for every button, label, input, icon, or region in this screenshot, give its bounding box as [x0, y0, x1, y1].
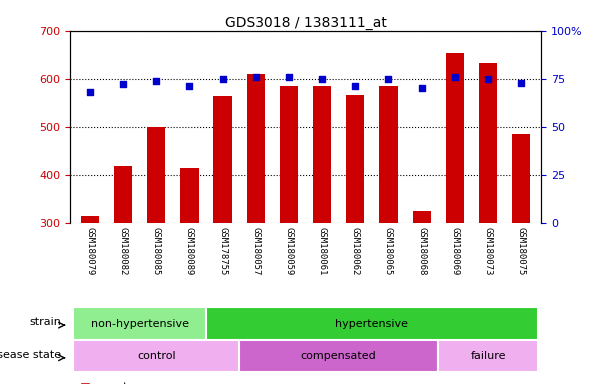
Point: [284, 74, 294, 80]
Point: [317, 76, 327, 82]
Text: GSM178755: GSM178755: [218, 227, 227, 275]
Text: disease state: disease state: [0, 349, 61, 359]
Point: [251, 74, 261, 80]
Bar: [346, 94, 364, 223]
Text: GSM180089: GSM180089: [185, 227, 194, 275]
Text: GSM180059: GSM180059: [285, 227, 294, 275]
Bar: [446, 53, 464, 223]
Text: compensated: compensated: [301, 351, 376, 361]
Point: [483, 76, 493, 82]
Bar: [313, 86, 331, 223]
Bar: [81, 215, 99, 223]
Text: GSM180082: GSM180082: [119, 227, 128, 275]
Point: [450, 74, 460, 80]
Text: GSM180073: GSM180073: [483, 227, 492, 275]
Text: GSM180085: GSM180085: [152, 227, 161, 275]
Bar: [280, 86, 298, 223]
Point: [350, 83, 360, 89]
Point: [516, 79, 526, 86]
Text: strain: strain: [30, 317, 61, 327]
Point: [218, 76, 227, 82]
Text: GSM180057: GSM180057: [251, 227, 260, 275]
Point: [151, 78, 161, 84]
Bar: [239, 340, 438, 372]
Bar: [247, 74, 265, 223]
Bar: [479, 63, 497, 223]
Text: GSM180069: GSM180069: [451, 227, 459, 275]
Text: GSM180079: GSM180079: [85, 227, 94, 275]
Bar: [180, 167, 198, 223]
Text: GSM180061: GSM180061: [317, 227, 326, 275]
Title: GDS3018 / 1383111_at: GDS3018 / 1383111_at: [224, 16, 387, 30]
Bar: [438, 340, 538, 372]
Text: GSM180065: GSM180065: [384, 227, 393, 275]
Point: [118, 81, 128, 88]
Point: [384, 76, 393, 82]
Text: GSM180062: GSM180062: [351, 227, 360, 275]
Bar: [73, 340, 239, 372]
Bar: [512, 134, 530, 223]
Legend: count, percentile rank within the sample: count, percentile rank within the sample: [75, 378, 289, 384]
Bar: [114, 166, 132, 223]
Bar: [213, 96, 232, 223]
Text: hypertensive: hypertensive: [336, 318, 409, 329]
Text: GSM180075: GSM180075: [517, 227, 526, 275]
Bar: [73, 307, 206, 340]
Text: GSM180068: GSM180068: [417, 227, 426, 275]
Text: failure: failure: [470, 351, 506, 361]
Bar: [379, 86, 398, 223]
Bar: [206, 307, 538, 340]
Point: [184, 83, 194, 89]
Text: non-hypertensive: non-hypertensive: [91, 318, 188, 329]
Point: [85, 89, 95, 95]
Bar: [147, 127, 165, 223]
Bar: [413, 211, 431, 223]
Text: control: control: [137, 351, 176, 361]
Point: [417, 85, 427, 91]
